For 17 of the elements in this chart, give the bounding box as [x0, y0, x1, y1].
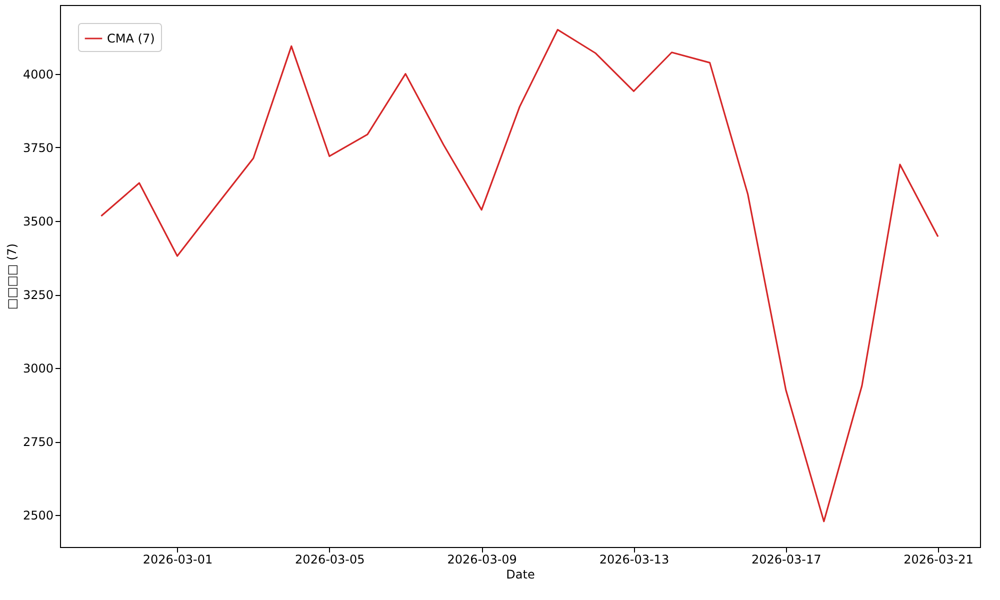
x-axis-title: Date — [506, 568, 535, 582]
x-tick-label: 2026-03-21 — [904, 552, 974, 566]
x-tick-label: 2026-03-13 — [599, 552, 670, 566]
y-tick-label: 3500 — [22, 214, 54, 228]
x-tick-label: 2026-03-01 — [142, 552, 213, 566]
x-tick-label: 2026-03-17 — [751, 552, 822, 566]
legend-label: CMA (7) — [107, 32, 155, 46]
y-tick-label: 3250 — [22, 288, 54, 302]
y-tick-label: 2750 — [22, 435, 54, 450]
y-tick-label: 4000 — [22, 67, 54, 82]
x-tick-label: 2026-03-09 — [447, 552, 517, 566]
y-axis-title: □□□□ (7) — [4, 243, 19, 310]
y-tick-label: 2500 — [22, 508, 54, 523]
y-tick-label: 3000 — [22, 362, 54, 376]
x-tick-label: 2026-03-05 — [295, 552, 365, 566]
line-series — [100, 28, 939, 522]
y-tick-label: 3750 — [22, 140, 54, 155]
